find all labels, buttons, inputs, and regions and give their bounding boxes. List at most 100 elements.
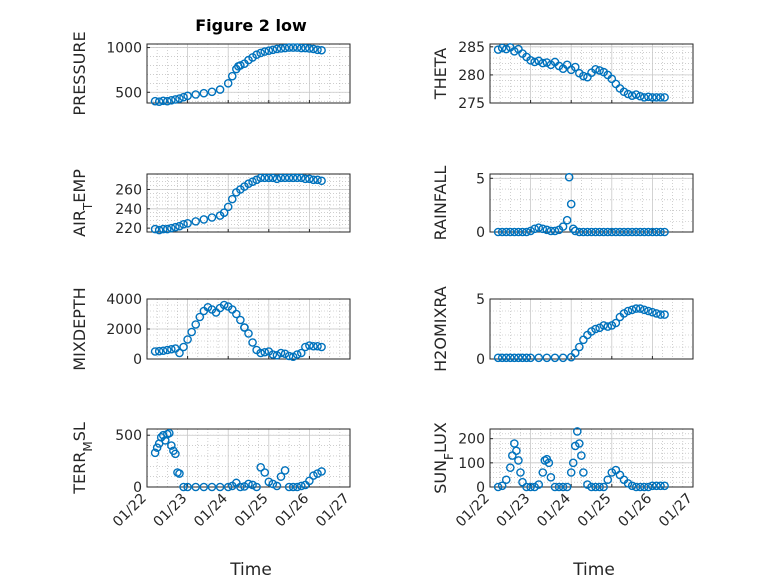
data-point	[587, 482, 596, 492]
data-point	[660, 227, 669, 237]
data-point	[199, 482, 209, 492]
data-point	[256, 463, 265, 472]
data-point	[227, 194, 237, 204]
data-point	[566, 199, 576, 209]
y-axis-label: H2OMIXRA	[431, 286, 450, 372]
data-point	[558, 353, 568, 363]
x-tick-label: 01/25	[232, 491, 272, 531]
data-point	[591, 64, 600, 74]
y-tick-label: 200	[458, 432, 485, 448]
data-point	[635, 304, 645, 313]
y-tick-label: 0	[476, 480, 485, 496]
data-point	[603, 475, 613, 485]
y-tick-label: 4000	[106, 292, 142, 308]
data-point	[631, 482, 641, 492]
x-tick-label: 01/24	[191, 490, 231, 530]
data-point	[501, 475, 511, 485]
data-point	[284, 482, 294, 492]
data-point	[252, 482, 261, 492]
data-point	[558, 482, 568, 492]
y-axis-label-main: H2OMIXRA	[431, 286, 450, 372]
y-axis-label-main: TERR	[70, 452, 89, 495]
data-point	[546, 473, 556, 482]
y-tick-label: 500	[115, 85, 142, 101]
y-tick-label: 0	[476, 352, 485, 368]
data-point	[599, 482, 608, 492]
y-axis-label-tail: LUX	[431, 422, 450, 453]
data-point	[577, 451, 586, 460]
data-point	[317, 467, 326, 476]
data-point	[158, 224, 168, 234]
data-point	[215, 85, 225, 94]
data-point	[627, 227, 637, 237]
data-point	[611, 318, 621, 328]
y-tick-label: 0	[133, 480, 142, 496]
data-point	[550, 482, 560, 492]
data-point	[493, 482, 503, 492]
data-point	[575, 439, 584, 448]
data-point	[305, 44, 314, 53]
data-point	[175, 348, 184, 358]
plot-frame	[146, 43, 351, 104]
x-tick-label: 01/26	[272, 490, 312, 530]
data-point	[534, 353, 544, 363]
data-point	[313, 175, 322, 185]
data-point	[272, 44, 282, 54]
data-point	[595, 482, 604, 492]
plot-frame	[146, 173, 351, 233]
data-point	[152, 443, 162, 452]
data-point	[223, 482, 233, 492]
data-point	[292, 173, 302, 183]
data-point	[648, 307, 657, 317]
data-point	[313, 45, 322, 55]
y-axis-label-main: RAINFALL	[431, 166, 450, 241]
data-point	[518, 227, 527, 237]
data-point	[572, 427, 582, 436]
data-point	[562, 482, 572, 492]
data-point	[554, 482, 564, 492]
data-point	[260, 347, 270, 357]
data-point	[607, 74, 617, 84]
data-point	[526, 226, 535, 236]
data-point	[296, 43, 306, 53]
data-point	[162, 96, 172, 106]
data-point	[530, 57, 539, 67]
subplot-h2omixra: 0 5 H2OMIXRA	[431, 286, 694, 372]
y-axis-label-tail: EMP	[70, 169, 89, 203]
y-axis-label: RAINFALL	[431, 166, 450, 241]
data-point	[587, 227, 596, 237]
data-point	[276, 173, 286, 183]
data-point	[272, 174, 282, 184]
x-tick-label: 01/27	[656, 491, 696, 531]
data-point	[568, 458, 578, 468]
data-point	[635, 482, 645, 492]
y-axis-label-subscript: T	[81, 202, 95, 211]
data-point	[656, 93, 665, 102]
data-point	[660, 481, 669, 491]
x-tick-label: 01/24	[534, 490, 574, 530]
y-tick-label: 0	[133, 352, 142, 368]
data-point	[583, 227, 592, 237]
y-tick-label: 285	[458, 40, 485, 56]
data-point	[313, 341, 322, 351]
data-point	[236, 482, 245, 492]
data-point	[538, 58, 548, 68]
data-point	[516, 468, 525, 477]
data-point	[305, 341, 314, 350]
data-point	[288, 482, 298, 492]
data-point	[256, 348, 265, 358]
data-point	[227, 71, 237, 81]
data-point	[635, 91, 645, 101]
data-point	[175, 94, 184, 103]
data-point	[183, 218, 192, 228]
data-point	[305, 476, 314, 486]
data-point	[603, 322, 613, 331]
data-point	[570, 226, 580, 236]
data-point	[627, 305, 637, 315]
x-axis-label-left: Time	[229, 560, 272, 580]
data-point	[223, 79, 233, 88]
data-point	[493, 45, 503, 54]
data-point	[639, 305, 649, 315]
